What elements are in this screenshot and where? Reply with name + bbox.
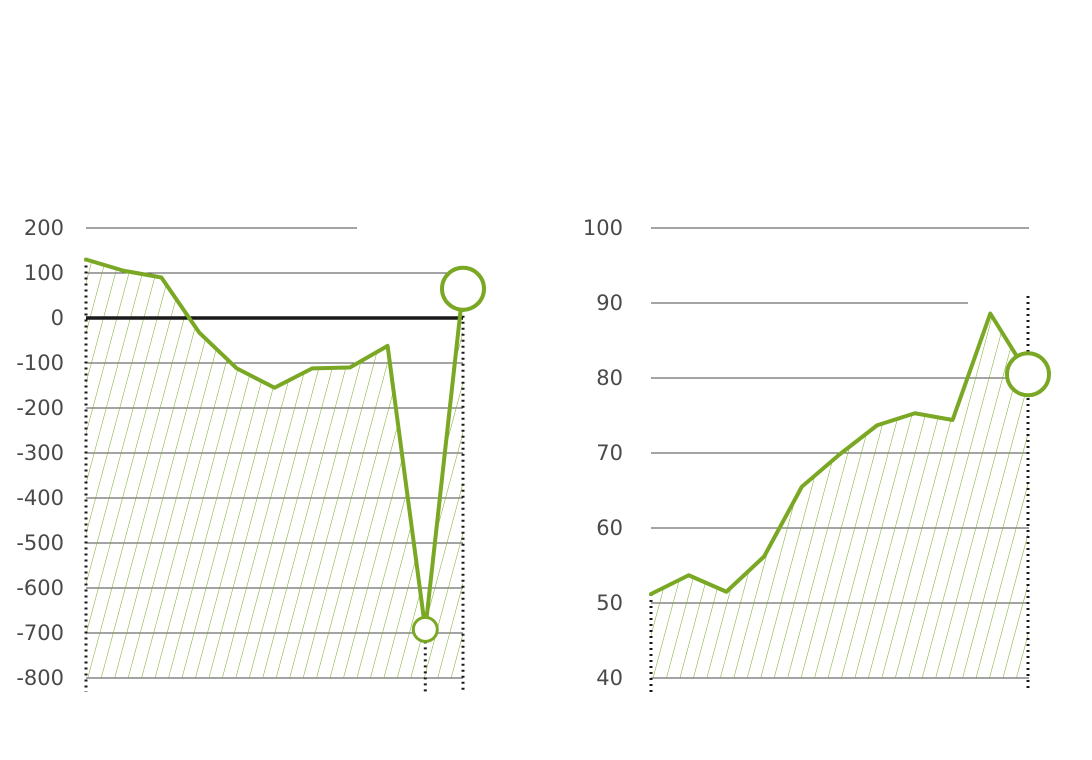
data-point <box>122 269 126 273</box>
data-point <box>762 555 766 559</box>
y-tick-label: -100 <box>16 351 64 375</box>
data-point <box>235 366 239 370</box>
data-point <box>687 573 691 577</box>
y-tick-label: 90 <box>596 291 623 315</box>
area-fill <box>651 313 1028 678</box>
y-tick-label: 60 <box>596 516 623 540</box>
data-point <box>159 276 163 280</box>
data-point <box>84 258 88 262</box>
data-point <box>951 418 955 422</box>
y-tick-label: -600 <box>16 576 64 600</box>
series-line <box>649 311 1030 596</box>
data-point <box>724 590 728 594</box>
data-point <box>310 366 314 370</box>
y-tick-label: 40 <box>596 666 623 690</box>
data-point <box>800 485 804 489</box>
y-tick-label: -300 <box>16 441 64 465</box>
chart-right: 100 90 80 70 60 50 40 <box>583 216 1051 692</box>
y-tick-label: 70 <box>596 441 623 465</box>
y-tick-label: 80 <box>596 366 623 390</box>
data-point <box>386 344 390 348</box>
y-tick-label: -200 <box>16 396 64 420</box>
highlight-marker <box>411 615 439 643</box>
series-line <box>84 257 465 632</box>
y-tick-label: 50 <box>596 591 623 615</box>
data-point <box>838 453 842 457</box>
data-point <box>273 386 277 390</box>
highlight-marker <box>440 265 486 312</box>
y-tick-label: -400 <box>16 486 64 510</box>
y-tick-label: -500 <box>16 531 64 555</box>
area-fill <box>86 259 463 678</box>
highlight-marker <box>1005 351 1051 398</box>
chart-left: 200 100 0 -100 -200 -300 -400 -500 -600 -700 -800 <box>16 216 486 692</box>
data-point <box>913 411 917 415</box>
y-tick-label: 0 <box>51 306 64 330</box>
y-tick-label: -700 <box>16 621 64 645</box>
data-point <box>649 592 653 596</box>
y-tick-label: -800 <box>16 666 64 690</box>
data-point <box>875 423 879 427</box>
data-point <box>197 330 201 334</box>
data-point <box>988 312 992 316</box>
y-tick-label: 100 <box>24 261 64 285</box>
y-tick-label: 200 <box>24 216 64 240</box>
y-tick-label: 100 <box>583 216 623 240</box>
data-point <box>348 366 352 370</box>
